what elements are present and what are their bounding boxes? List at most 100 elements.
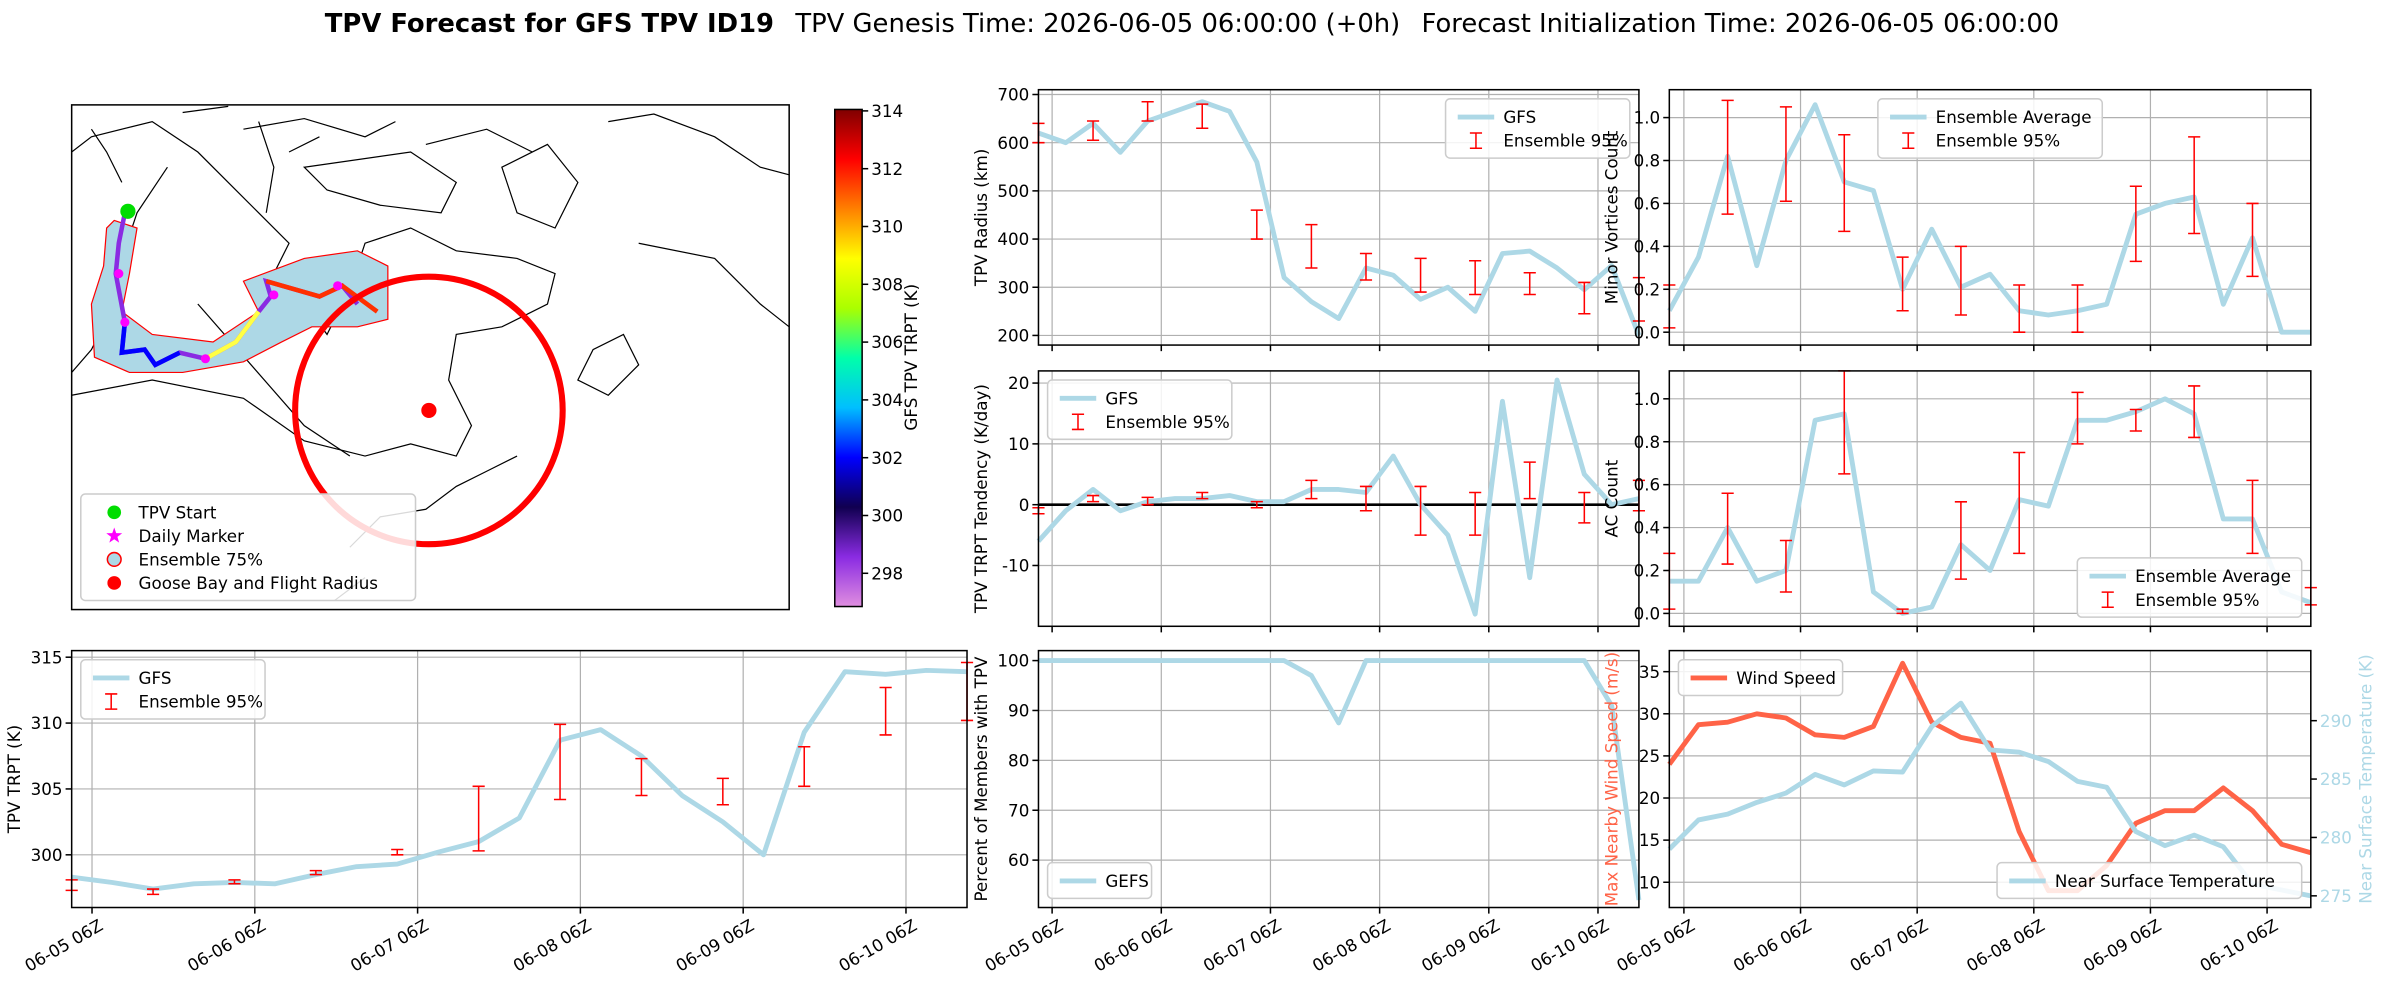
y-tick-label: 70: [1008, 800, 1029, 820]
error-bar: [716, 777, 729, 806]
y2-axis-label: Near Surface Temperature (K): [2356, 654, 2376, 903]
y-tick-label: 300: [31, 845, 63, 865]
line-series: [1038, 658, 1642, 901]
legend-label: Ensemble 95%: [1105, 412, 1229, 432]
y-axis-label: TPV TRPT (K): [4, 725, 24, 835]
error-bar: [1196, 103, 1209, 129]
error-bar: [1305, 223, 1318, 269]
colorbar-tick-label: 306: [871, 332, 903, 352]
y-tick-label: 200: [997, 326, 1029, 346]
error-bar: [1305, 479, 1318, 500]
colorbar-tick-label: 308: [871, 274, 903, 294]
line-series: [1037, 99, 1642, 337]
y-tick-label: 100: [997, 651, 1029, 671]
line-series: [71, 667, 968, 892]
y2-tick-label: 290: [2320, 711, 2352, 731]
colorbar-tick-label: 300: [871, 506, 903, 526]
figure-title: TPV Forecast for GFS TPV ID19 TPV Genesis…: [325, 9, 2059, 39]
error-bar: [553, 723, 567, 801]
y-axis-label: AC Count: [1602, 459, 1622, 537]
axes-frame: [1668, 88, 2312, 346]
x-tick-label: 06-08 06Z: [1963, 915, 2048, 976]
y-tick-label: 10: [1639, 872, 1660, 892]
legend-label: GFS: [139, 668, 172, 688]
error-bar: [1414, 485, 1427, 536]
legend-label: TPV Start: [138, 502, 217, 522]
map-frame: [70, 104, 790, 611]
legend-box: [80, 658, 266, 720]
error-bar: [1250, 500, 1263, 509]
legend-label: Goose Bay and Flight Radius: [139, 573, 378, 593]
error-bar: [635, 757, 648, 797]
error-bar: [1578, 491, 1591, 524]
error-bar: [1954, 245, 1967, 316]
legend-box: [1996, 861, 2303, 900]
legend-label: Ensemble 95%: [1503, 131, 1627, 151]
x-tick-label: 06-07 06Z: [1846, 915, 1931, 976]
y-tick-label: 30: [1639, 704, 1660, 724]
legend-symbol: [107, 505, 122, 520]
y-tick-label: 300: [997, 277, 1029, 297]
legend-symbol: [1469, 132, 1483, 149]
y-tick-label: 1.0: [1634, 389, 1661, 409]
y-tick-label: 500: [997, 181, 1029, 201]
y-axis-label: Max Nearby Wind Speed (m/s): [1602, 652, 1622, 906]
colorbar: [834, 108, 863, 608]
y-tick-label: 700: [997, 85, 1029, 105]
error-bar: [1250, 209, 1263, 240]
x-tick-label: 06-10 06Z: [835, 915, 920, 976]
y-tick-label: 35: [1639, 662, 1660, 682]
axes-frame: [1037, 88, 1640, 346]
y-tick-label: 0.4: [1634, 236, 1661, 256]
y-tick-label: 90: [1008, 701, 1029, 721]
y2-tick-label: 275: [2320, 886, 2352, 906]
error-bar: [1523, 272, 1536, 296]
error-bar: [879, 686, 892, 736]
y-axis-label: Minor Vortices Count: [1602, 130, 1622, 304]
error-bar: [1838, 370, 1851, 475]
error-bar: [472, 785, 485, 852]
error-bar: [2188, 136, 2201, 235]
y2-tick-label: 285: [2320, 769, 2352, 789]
legend-symbol: [105, 693, 118, 710]
y-tick-label: 315: [31, 647, 63, 667]
legend-box: [1877, 98, 2104, 159]
y-tick-label: 0.0: [1634, 603, 1661, 623]
x-tick-label: 06-07 06Z: [1200, 915, 1285, 976]
y-tick-label: 0.0: [1634, 322, 1661, 342]
y-tick-label: 25: [1639, 746, 1660, 766]
legend-box: [80, 493, 417, 602]
error-bar: [1896, 256, 1909, 312]
colorbar-tick-label: 302: [871, 448, 903, 468]
y-tick-label: 0.6: [1634, 475, 1661, 495]
error-bar: [2246, 202, 2259, 278]
error-bar: [1141, 496, 1154, 506]
title: TPV Forecast for GFS TPV ID19: [325, 9, 774, 39]
y-tick-label: 305: [31, 779, 63, 799]
y-tick-label: 600: [997, 133, 1029, 153]
colorbar-tick-label: 314: [871, 101, 903, 121]
error-bar: [1721, 99, 1734, 215]
y-tick-label: 60: [1008, 850, 1029, 870]
error-bar: [2013, 284, 2026, 333]
y-tick-label: 0.2: [1634, 561, 1661, 581]
x-tick-label: 06-06 06Z: [1090, 915, 1175, 976]
error-bar: [1896, 608, 1909, 615]
x-tick-label: 06-06 06Z: [184, 915, 269, 976]
legend-label: Ensemble Average: [2135, 566, 2291, 586]
y-tick-label: -10: [1002, 556, 1029, 576]
legend-symbol: [107, 576, 122, 590]
error-bar: [228, 879, 241, 885]
error-bar: [1359, 485, 1373, 512]
x-tick-label: 06-10 06Z: [1527, 915, 1612, 976]
y-tick-label: 20: [1639, 788, 1660, 808]
error-bar: [1779, 106, 1793, 203]
y2-tick-label: 280: [2320, 828, 2352, 848]
x-tick-label: 06-05 06Z: [21, 915, 106, 976]
genesis-time: TPV Genesis Time: 2026-06-05 06:00:00 (+…: [794, 9, 1400, 39]
x-tick-label: 06-07 06Z: [347, 915, 432, 976]
legend-symbol: [106, 527, 123, 543]
legend-symbol: [1902, 132, 1915, 149]
